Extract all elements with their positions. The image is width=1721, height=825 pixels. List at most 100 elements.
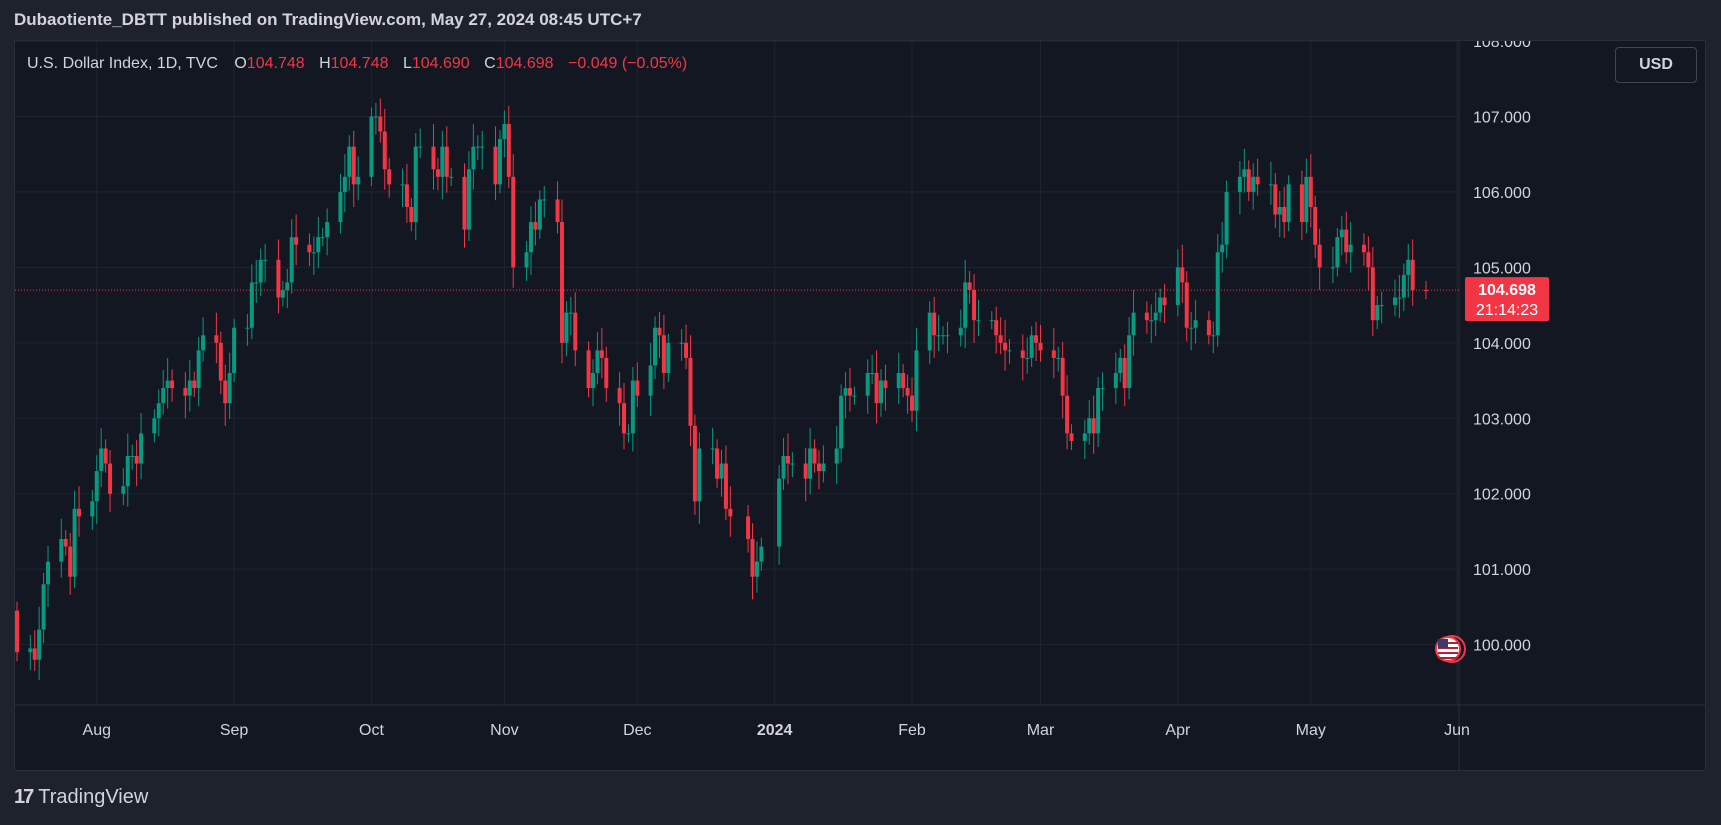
candle-body[interactable]: [1406, 259, 1411, 275]
candle-body[interactable]: [480, 146, 485, 148]
candle-body[interactable]: [754, 561, 759, 577]
candle-body[interactable]: [245, 327, 250, 329]
candle-body[interactable]: [1242, 169, 1247, 177]
candle-body[interactable]: [342, 176, 347, 192]
candle-body[interactable]: [387, 169, 392, 185]
candle-body[interactable]: [803, 463, 808, 479]
candle-body[interactable]: [1118, 357, 1123, 373]
candle-body[interactable]: [1304, 176, 1309, 223]
candle-body[interactable]: [161, 388, 166, 404]
candle-body[interactable]: [218, 342, 223, 381]
candle-body[interactable]: [808, 448, 813, 479]
candle-body[interactable]: [1091, 418, 1096, 434]
candle-body[interactable]: [537, 199, 542, 230]
candle-body[interactable]: [976, 320, 981, 322]
candle-body[interactable]: [1255, 176, 1260, 185]
candle-body[interactable]: [289, 237, 294, 283]
candle-body[interactable]: [883, 380, 888, 389]
candle-body[interactable]: [1410, 259, 1415, 290]
candle-body[interactable]: [59, 539, 64, 562]
candle-body[interactable]: [1339, 229, 1344, 238]
candle-body[interactable]: [1056, 357, 1061, 359]
candle-body[interactable]: [626, 433, 631, 435]
candle-body[interactable]: [635, 380, 640, 396]
candle-body[interactable]: [170, 380, 175, 389]
candle-body[interactable]: [785, 456, 790, 464]
candle-body[interactable]: [418, 146, 423, 148]
candle-body[interactable]: [201, 335, 206, 351]
candle-body[interactable]: [1100, 388, 1105, 390]
candle-body[interactable]: [1361, 244, 1366, 253]
candle-body[interactable]: [524, 252, 529, 268]
candle-body[interactable]: [356, 176, 361, 185]
tradingview-logo[interactable]: 17 TradingView: [14, 786, 148, 809]
candle-body[interactable]: [196, 350, 201, 389]
candle-body[interactable]: [905, 388, 910, 396]
candle-body[interactable]: [68, 546, 73, 577]
candle-body[interactable]: [192, 380, 197, 389]
candle-body[interactable]: [1277, 207, 1282, 215]
candle-body[interactable]: [1096, 388, 1101, 434]
candle-body[interactable]: [156, 403, 161, 419]
candle-body[interactable]: [502, 124, 507, 140]
candle-body[interactable]: [285, 282, 290, 290]
candle-body[interactable]: [471, 146, 476, 170]
candle-body[interactable]: [901, 373, 906, 389]
candle-body[interactable]: [90, 501, 95, 517]
candle-body[interactable]: [692, 425, 697, 502]
candle-body[interactable]: [1370, 267, 1375, 321]
candle-body[interactable]: [1273, 184, 1278, 215]
candle-body[interactable]: [1330, 267, 1335, 269]
candle-body[interactable]: [1034, 335, 1039, 343]
candle-body[interactable]: [1007, 350, 1012, 352]
candle-body[interactable]: [1020, 350, 1025, 358]
candle-body[interactable]: [1308, 176, 1313, 207]
candle-body[interactable]: [1065, 395, 1070, 434]
candle-body[interactable]: [1220, 244, 1225, 253]
candle-body[interactable]: [32, 648, 37, 660]
candle-body[interactable]: [1162, 297, 1167, 306]
candle-body[interactable]: [936, 335, 941, 337]
candle-body[interactable]: [232, 327, 237, 373]
candle-body[interactable]: [1392, 297, 1397, 306]
candle-body[interactable]: [320, 237, 325, 239]
candle-body[interactable]: [816, 463, 821, 472]
candle-body[interactable]: [351, 146, 356, 185]
candle-body[interactable]: [1149, 320, 1154, 322]
candle-body[interactable]: [1189, 327, 1194, 329]
candle-body[interactable]: [1180, 267, 1185, 283]
candle-body[interactable]: [404, 184, 409, 207]
candle-body[interactable]: [511, 176, 516, 268]
candle-body[interactable]: [728, 508, 733, 517]
candle-body[interactable]: [1348, 244, 1353, 253]
candle-body[interactable]: [249, 282, 254, 328]
candle-body[interactable]: [777, 478, 782, 547]
candle-body[interactable]: [369, 116, 374, 177]
candle-body[interactable]: [710, 448, 715, 450]
candle-body[interactable]: [1366, 252, 1371, 268]
candle-body[interactable]: [1401, 274, 1406, 298]
candle-body[interactable]: [165, 380, 170, 389]
candle-body[interactable]: [852, 395, 857, 397]
candle-body[interactable]: [493, 146, 498, 185]
candle-body[interactable]: [1122, 357, 1127, 389]
candle-body[interactable]: [1246, 169, 1251, 192]
legend-symbol[interactable]: U.S. Dollar Index, 1D, TVC: [27, 55, 218, 72]
candle-body[interactable]: [183, 388, 188, 396]
candle-body[interactable]: [1344, 229, 1349, 253]
candle-body[interactable]: [963, 282, 968, 328]
candle-body[interactable]: [684, 342, 689, 358]
candle-body[interactable]: [1025, 357, 1030, 359]
candle-body[interactable]: [435, 169, 440, 177]
candle-body[interactable]: [719, 463, 724, 479]
candle-body[interactable]: [94, 471, 99, 502]
candle-body[interactable]: [932, 312, 937, 336]
candle-body[interactable]: [555, 199, 560, 223]
candle-body[interactable]: [542, 199, 547, 201]
candle-body[interactable]: [466, 169, 471, 230]
candle-body[interactable]: [77, 508, 82, 517]
candle-body[interactable]: [121, 486, 126, 494]
candle-body[interactable]: [1003, 342, 1008, 351]
candle-body[interactable]: [998, 335, 1003, 343]
candle-body[interactable]: [311, 252, 316, 254]
